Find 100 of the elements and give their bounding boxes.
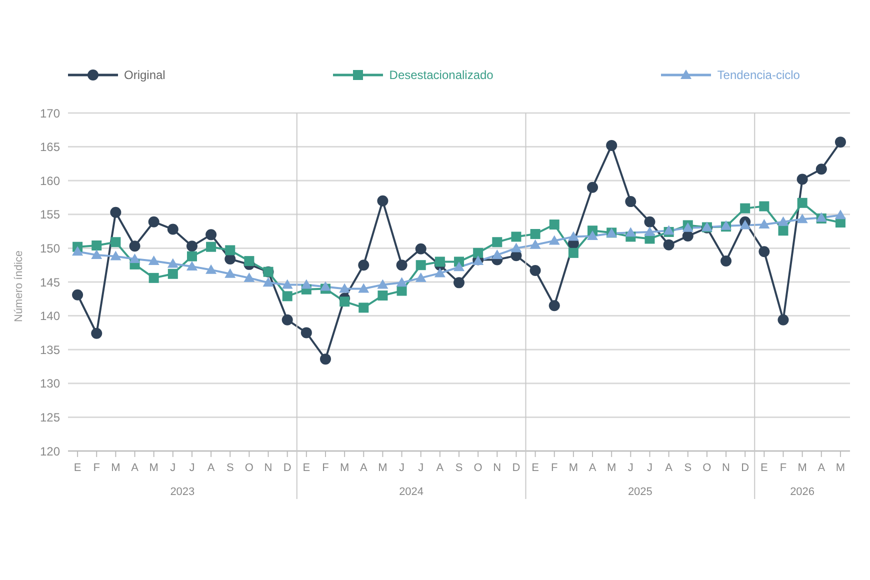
point — [320, 354, 331, 365]
x-tick-label: A — [588, 462, 597, 474]
point — [740, 220, 751, 230]
x-tick-label: A — [436, 462, 444, 474]
y-tick-label: 135 — [40, 342, 60, 357]
point — [300, 327, 312, 338]
x-tick-label: A — [665, 462, 674, 474]
point — [282, 314, 293, 326]
point — [129, 240, 140, 252]
x-tick-label: E — [302, 462, 310, 474]
point — [778, 216, 789, 226]
point — [224, 268, 236, 278]
x-tick-label: F — [93, 462, 100, 474]
point — [663, 239, 674, 250]
x-tick-label: J — [628, 462, 634, 474]
y-tick-label: 160 — [40, 174, 60, 188]
point — [548, 300, 560, 312]
x-tick-label: N — [264, 462, 272, 474]
point — [416, 260, 426, 270]
point — [358, 260, 370, 271]
point — [377, 279, 388, 289]
x-tick-label: M — [836, 462, 846, 474]
point — [72, 246, 84, 256]
point — [415, 243, 426, 254]
point — [778, 314, 789, 326]
point — [606, 140, 618, 151]
point — [568, 231, 579, 241]
point — [396, 260, 408, 271]
point — [91, 328, 102, 339]
point — [186, 251, 197, 262]
point — [834, 136, 846, 148]
x-tick-label: E — [74, 462, 82, 474]
point — [549, 220, 560, 230]
x-tick-label: F — [322, 462, 330, 474]
point — [758, 219, 770, 229]
point — [816, 164, 827, 175]
x-tick-label: S — [684, 462, 692, 474]
point — [92, 240, 102, 250]
x-tick-label: O — [474, 462, 483, 474]
point — [759, 201, 770, 212]
point — [530, 239, 541, 249]
x-tick-label: N — [493, 462, 502, 474]
text: 2023 — [170, 486, 195, 498]
point — [358, 302, 369, 313]
x-tick-label: S — [455, 462, 463, 474]
point — [396, 286, 407, 296]
x-tick-label: O — [702, 462, 712, 474]
y-tick-label: 120 — [40, 444, 60, 458]
point — [91, 249, 102, 259]
x-tick-label: M — [111, 462, 120, 474]
x-tick-label: F — [551, 462, 558, 474]
point — [834, 210, 846, 220]
point — [167, 258, 178, 268]
point — [530, 229, 540, 240]
point — [148, 272, 159, 283]
x-tick-label: M — [340, 462, 350, 474]
x-tick-label: M — [149, 462, 158, 474]
x-tick-label: D — [741, 462, 750, 474]
point — [720, 256, 732, 267]
point — [778, 226, 788, 236]
point — [282, 279, 293, 289]
x-tick-label: A — [131, 462, 140, 474]
x-tick-label: O — [244, 462, 254, 474]
x-tick-label: D — [512, 462, 520, 474]
x-tick-label: A — [207, 462, 216, 474]
legend-label: Tendencia-ciclo — [717, 68, 800, 82]
point — [625, 196, 636, 208]
point — [492, 237, 502, 248]
x-tick-label: E — [760, 462, 768, 474]
point — [377, 195, 388, 206]
x-tick-label: A — [360, 462, 368, 474]
point — [206, 242, 216, 252]
y-tick-label: 140 — [40, 309, 60, 324]
y-tick-label: 125 — [40, 410, 60, 424]
point — [454, 262, 464, 272]
point — [492, 249, 503, 259]
point — [434, 268, 446, 278]
point — [110, 206, 122, 218]
point — [186, 260, 198, 270]
text: 2025 — [628, 486, 652, 498]
x-tick-label: J — [646, 462, 652, 474]
x-tick-label: M — [378, 462, 388, 474]
point — [206, 264, 217, 274]
point — [300, 279, 312, 289]
point — [796, 174, 808, 185]
point — [682, 230, 694, 242]
point — [415, 272, 426, 282]
point — [168, 268, 178, 279]
y-tick-label: 165 — [40, 140, 60, 154]
point — [530, 265, 541, 276]
point — [511, 232, 522, 242]
x-tick-label: M — [568, 462, 578, 474]
point — [587, 230, 598, 240]
point — [129, 254, 140, 264]
point — [110, 237, 121, 248]
point — [320, 281, 331, 291]
point — [644, 216, 656, 228]
point — [148, 256, 160, 266]
legend-label: Desestacionalizado — [389, 68, 494, 82]
x-tick-label: N — [722, 462, 730, 474]
